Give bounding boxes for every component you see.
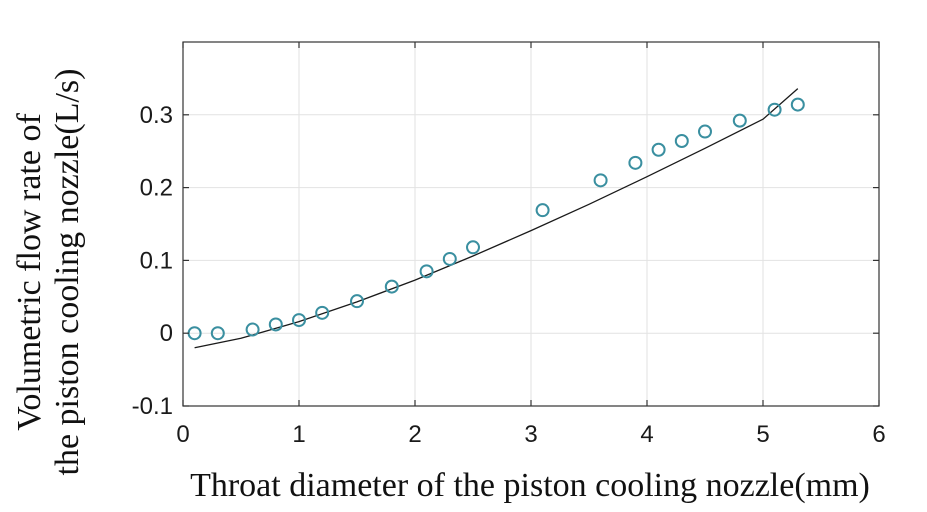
grid-lines: [182, 42, 880, 407]
x-tick-label: 5: [756, 421, 769, 448]
y-tick-labels: -0.1 0 0.1 0.2 0.3: [132, 102, 173, 420]
x-tick-label: 4: [640, 421, 653, 448]
x-tick-labels: 0 1 2 3 4 5 6: [176, 421, 885, 448]
data-point: [732, 113, 747, 128]
y-tick-label: -0.1: [132, 393, 173, 420]
fit-curve-layer: [194, 88, 799, 349]
x-tick-label: 1: [292, 421, 305, 448]
plot-frame: [182, 41, 880, 407]
y-axis-label-line2: the piston cooling nozzle(L/s): [49, 69, 86, 476]
x-tick-label: 6: [872, 421, 885, 448]
data-point: [419, 264, 434, 279]
data-point: [628, 155, 643, 170]
x-axis-label: Throat diameter of the piston cooling no…: [190, 467, 870, 504]
data-point: [674, 134, 689, 149]
x-tick-label: 0: [176, 421, 189, 448]
y-tick-label: 0.3: [140, 102, 173, 129]
fit-curve: [194, 88, 799, 349]
data-point: [268, 317, 283, 332]
x-tick-label: 3: [524, 421, 537, 448]
y-axis-label-group: Volumetric flow rate of the piston cooli…: [11, 69, 86, 476]
data-point: [384, 279, 399, 294]
data-point: [767, 102, 782, 117]
data-point: [442, 251, 457, 266]
data-point: [593, 173, 608, 188]
data-points-layer: [187, 97, 805, 341]
data-point: [315, 305, 330, 320]
y-tick-label: 0.1: [140, 247, 173, 274]
data-point: [790, 97, 805, 112]
y-axis-label-line1: Volumetric flow rate of: [11, 113, 48, 431]
data-point: [698, 124, 712, 139]
data-point: [466, 240, 480, 255]
data-point: [535, 203, 550, 218]
data-point: [245, 322, 260, 337]
x-tick-label: 2: [408, 421, 421, 448]
data-point: [350, 294, 364, 309]
data-point: [651, 142, 666, 157]
y-tick-label: 0.2: [140, 175, 173, 202]
data-point: [210, 326, 225, 341]
y-tick-label: 0: [160, 320, 173, 347]
data-point: [292, 313, 306, 328]
